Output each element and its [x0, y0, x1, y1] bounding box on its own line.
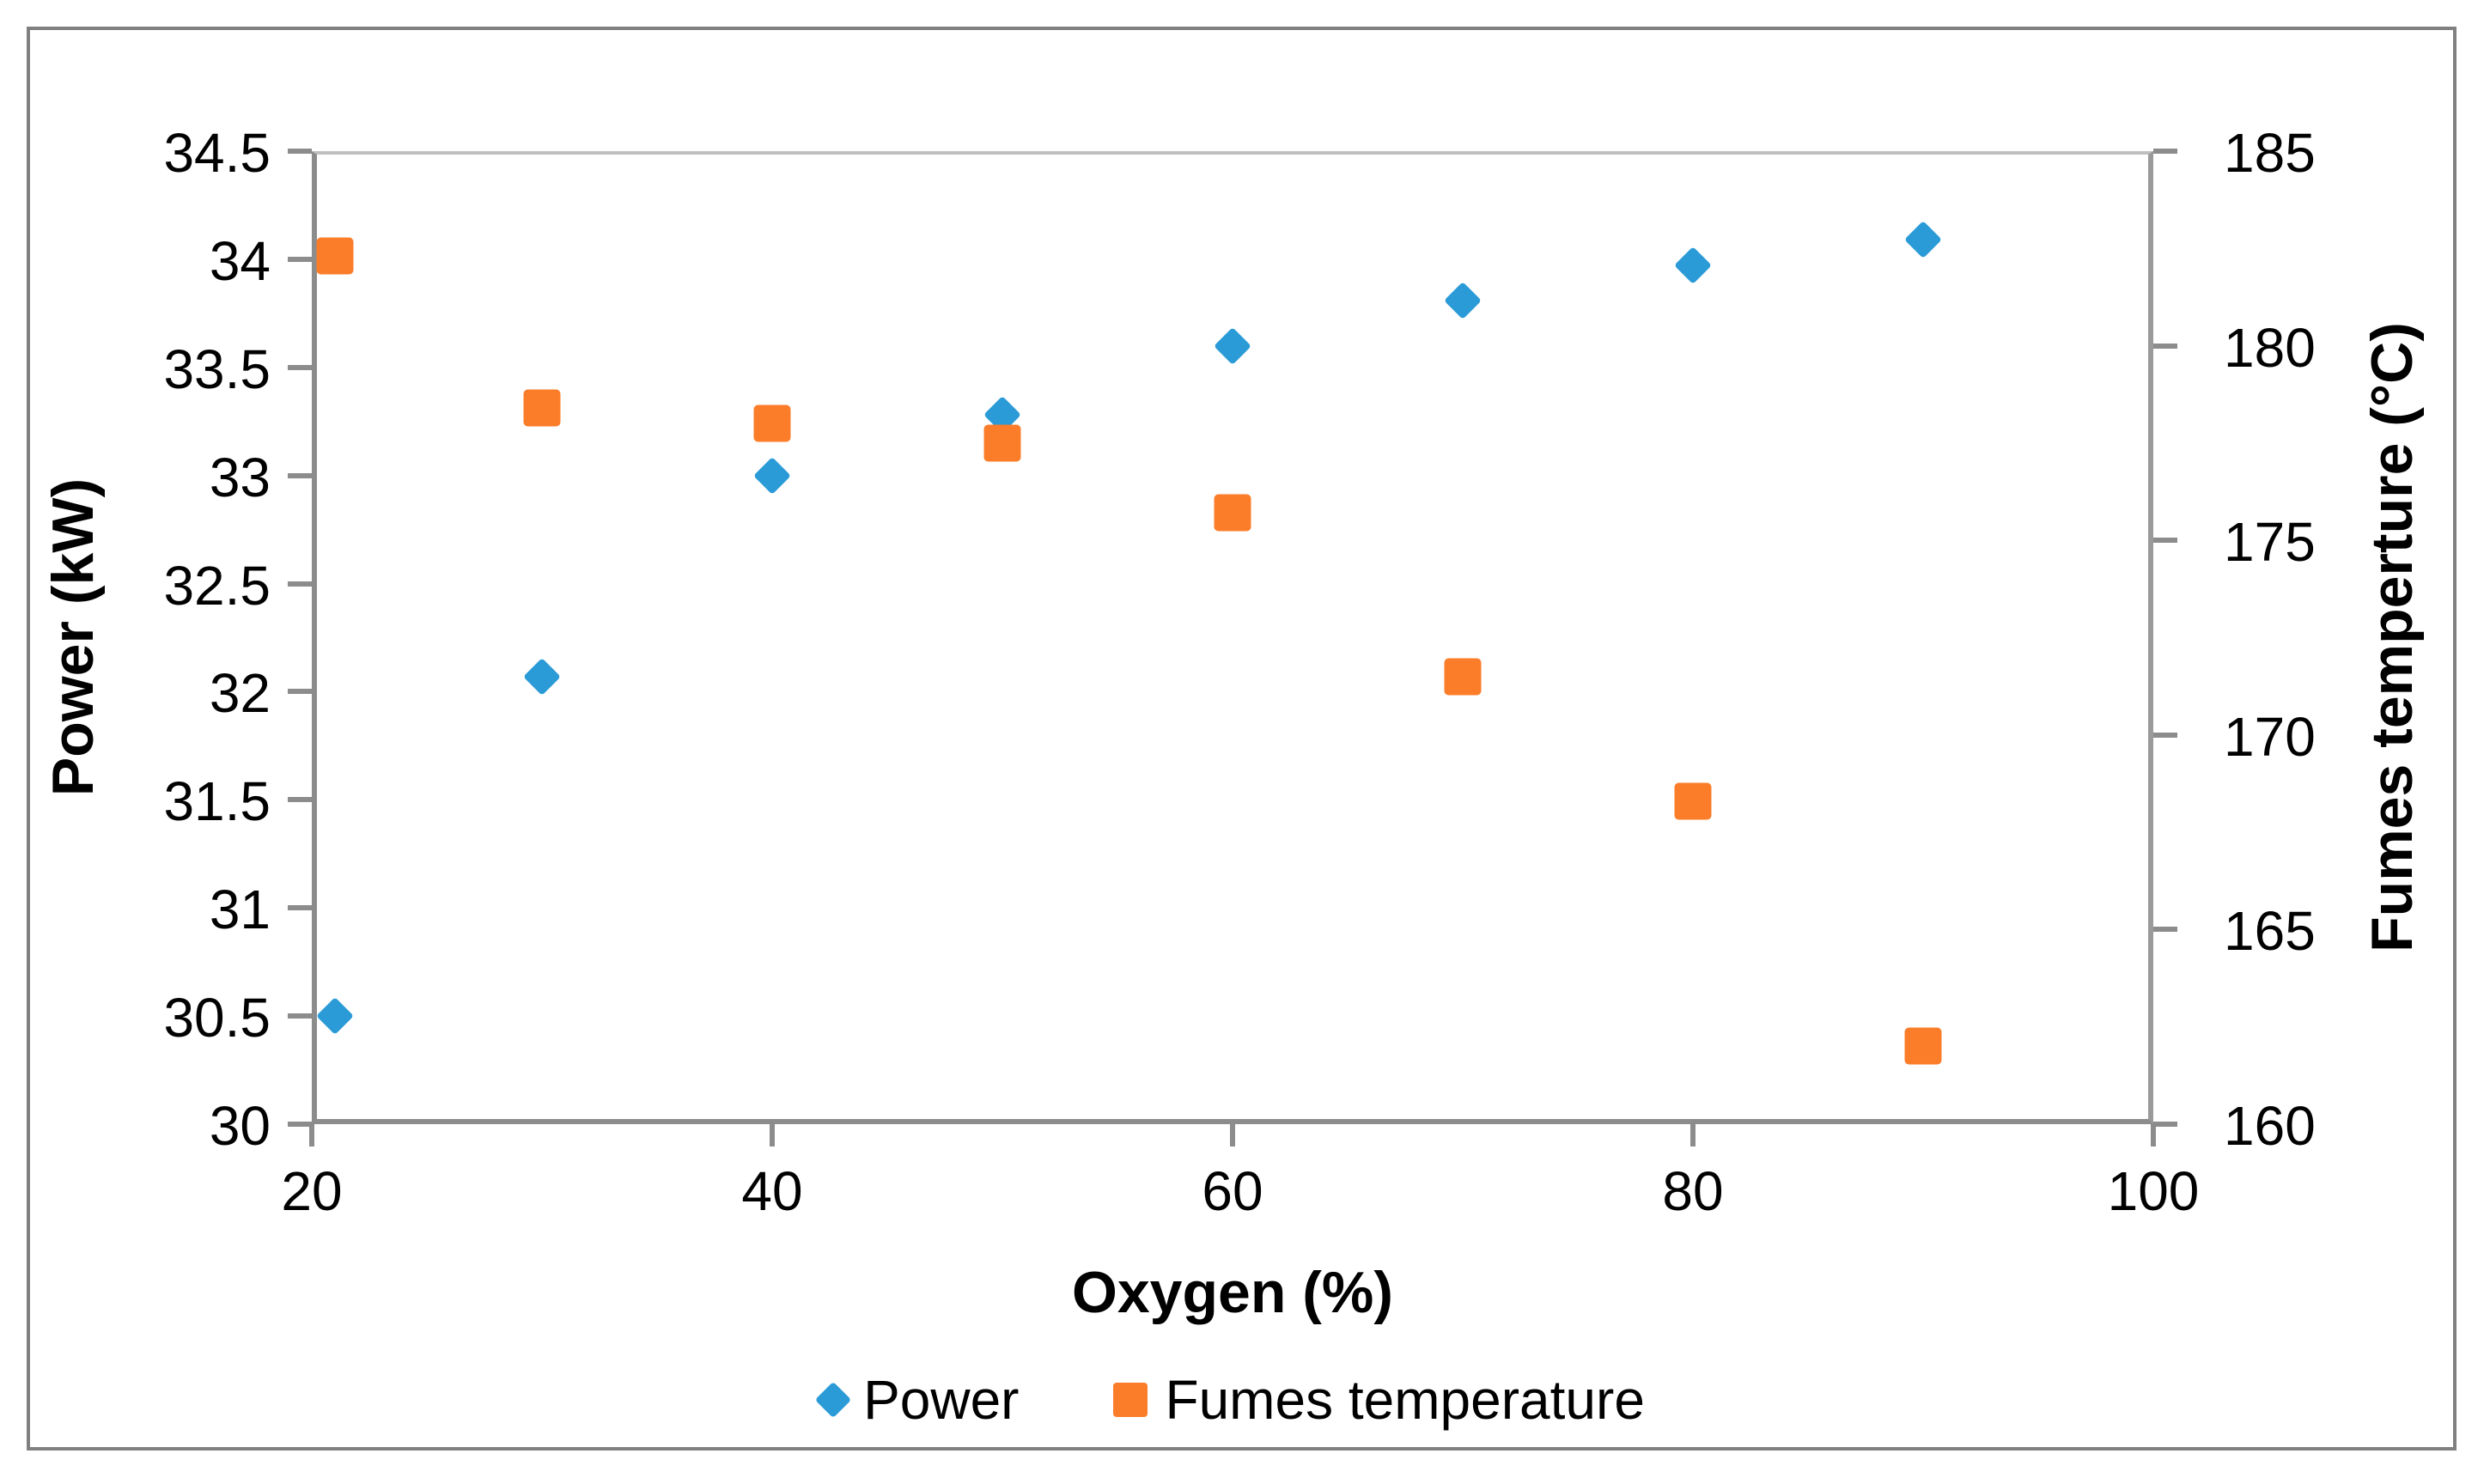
left-axis-tick — [288, 1013, 312, 1019]
x-axis-tick-label: 40 — [741, 1160, 803, 1222]
left-axis-tick — [288, 472, 312, 478]
left-axis-tick-label: 30 — [209, 1095, 271, 1157]
legend-label-power: Power — [863, 1369, 1020, 1431]
legend-item-fumes-temperature: Fumes temperature — [1113, 1369, 1645, 1431]
legend: Power Fumes temperature — [312, 1372, 2153, 1427]
data-point-fumes-temperature — [316, 237, 354, 275]
right-axis-tick-label: 180 — [2224, 316, 2316, 379]
x-axis-tick-label: 80 — [1662, 1160, 1724, 1222]
right-axis-tick — [2153, 149, 2177, 154]
fumes-temperature-square-icon — [1113, 1383, 1148, 1417]
left-axis-tick-label: 31.5 — [163, 770, 271, 833]
legend-item-power: Power — [814, 1369, 1020, 1431]
x-axis-tick — [309, 1124, 314, 1146]
right-axis-tick-label: 165 — [2224, 900, 2316, 963]
x-axis-tick-label: 20 — [281, 1160, 343, 1222]
left-axis-tick-label: 31 — [209, 879, 271, 941]
right-axis-tick-label: 160 — [2224, 1095, 2316, 1157]
left-axis-tick-label: 32.5 — [163, 554, 271, 617]
x-axis-tick-label: 100 — [2107, 1160, 2200, 1222]
data-point-fumes-temperature — [753, 404, 791, 442]
right-axis-title: Fumes temperture (°C) — [2359, 322, 2425, 952]
right-axis-tick — [2153, 538, 2177, 544]
right-axis-tick-label: 175 — [2224, 511, 2316, 574]
data-point-fumes-temperature — [1214, 494, 1251, 532]
right-axis-tick — [2153, 343, 2177, 349]
x-axis-tick-label: 60 — [1202, 1160, 1263, 1222]
left-axis-tick-label: 32 — [209, 662, 271, 725]
power-diamond-icon — [814, 1381, 852, 1419]
left-axis-tick-label: 33.5 — [163, 338, 271, 400]
data-point-fumes-temperature — [1674, 782, 1712, 820]
x-axis-tick — [1230, 1124, 1235, 1146]
left-axis-tick — [288, 905, 312, 911]
left-axis-tick — [288, 1122, 312, 1127]
chart-outer-border — [27, 27, 2457, 1451]
left-axis-tick — [288, 797, 312, 803]
legend-label-fumes-temperature: Fumes temperature — [1165, 1369, 1645, 1431]
left-axis-tick-label: 34.5 — [163, 122, 271, 184]
left-axis-tick — [288, 364, 312, 370]
x-axis-title: Oxygen (%) — [1071, 1260, 1394, 1325]
right-axis-tick — [2153, 927, 2177, 933]
data-point-fumes-temperature — [523, 389, 561, 427]
left-axis-tick — [288, 689, 312, 695]
data-point-fumes-temperature — [1904, 1027, 1942, 1065]
left-axis-tick — [288, 581, 312, 587]
data-point-fumes-temperature — [1444, 658, 1482, 696]
left-axis-title: Power (kW) — [40, 477, 106, 797]
left-axis-tick-label: 30.5 — [163, 987, 271, 1049]
plot-area — [312, 151, 2153, 1124]
x-axis-tick — [1690, 1124, 1696, 1146]
left-axis-tick — [288, 149, 312, 154]
right-axis-tick — [2153, 732, 2177, 738]
x-axis-tick — [770, 1124, 775, 1146]
left-axis-tick-label: 33 — [209, 446, 271, 508]
right-axis-tick-label: 170 — [2224, 705, 2316, 768]
right-axis-tick — [2153, 1122, 2177, 1127]
right-axis-tick-label: 185 — [2224, 122, 2316, 184]
left-axis-tick — [288, 256, 312, 262]
left-axis-tick-label: 34 — [209, 229, 271, 292]
x-axis-tick — [2151, 1124, 2156, 1146]
data-point-fumes-temperature — [983, 424, 1021, 462]
